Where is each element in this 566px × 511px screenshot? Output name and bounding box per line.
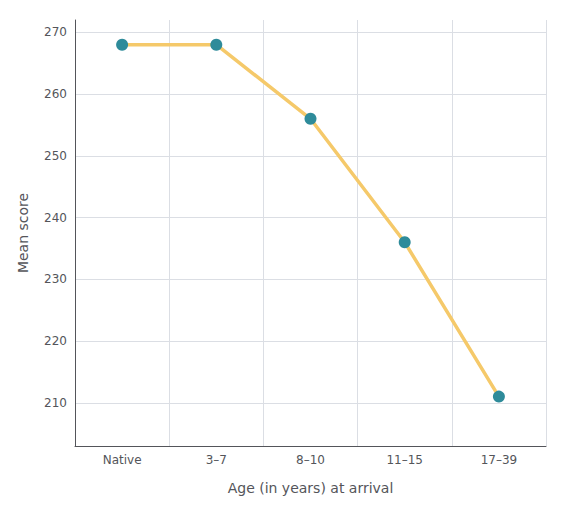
svg-text:220: 220 [44,334,67,348]
svg-text:8–10: 8–10 [296,453,325,467]
svg-text:Age (in years) at arrival: Age (in years) at arrival [228,480,394,496]
svg-text:17–39: 17–39 [481,453,518,467]
svg-text:3–7: 3–7 [206,453,227,467]
svg-text:260: 260 [44,87,67,101]
svg-text:230: 230 [44,272,67,286]
svg-text:210: 210 [44,396,67,410]
svg-text:Native: Native [103,453,142,467]
svg-text:250: 250 [44,149,67,163]
svg-text:Mean score: Mean score [15,193,31,273]
svg-text:270: 270 [44,25,67,39]
svg-text:240: 240 [44,211,67,225]
svg-text:11–15: 11–15 [386,453,423,467]
